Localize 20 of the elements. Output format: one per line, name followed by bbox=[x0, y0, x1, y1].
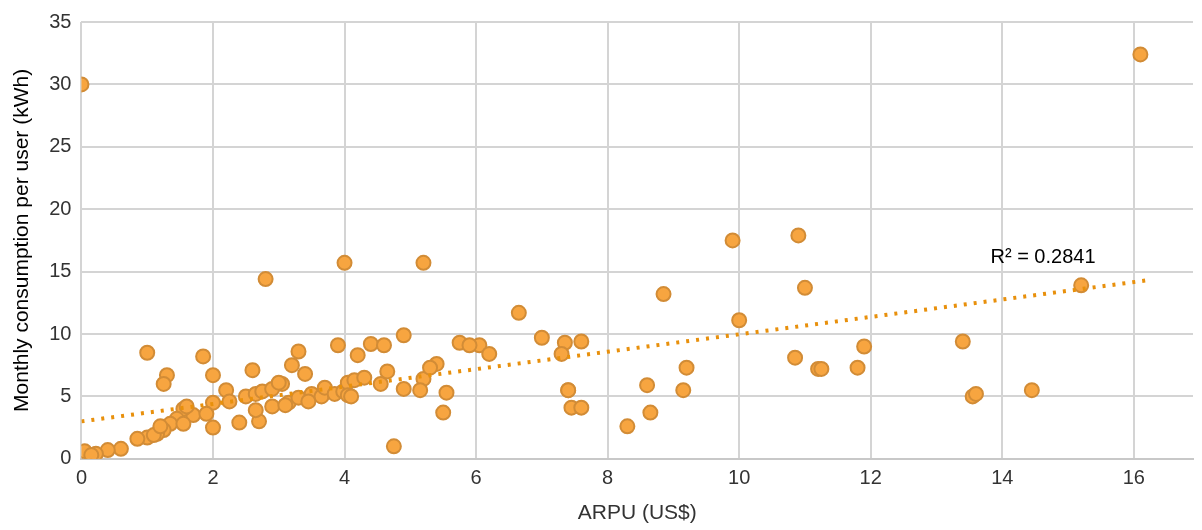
y-tick-label: 35 bbox=[49, 9, 72, 32]
x-tick-label: 8 bbox=[602, 466, 614, 489]
x-tick-label: 4 bbox=[338, 466, 351, 489]
y-tick-label: 30 bbox=[49, 71, 72, 94]
x-tick-label: 6 bbox=[470, 466, 482, 489]
x-tick-label: 0 bbox=[75, 466, 88, 489]
y-tick-label: 20 bbox=[49, 196, 72, 219]
y-tick-label: 15 bbox=[49, 259, 72, 282]
x-axis-title: ARPU (US$) bbox=[577, 500, 697, 524]
y-tick-label: 10 bbox=[49, 321, 72, 344]
x-tick-label: 14 bbox=[991, 466, 1014, 489]
y-tick-label: 0 bbox=[60, 446, 72, 469]
x-tick-label: 16 bbox=[1122, 466, 1145, 489]
x-tick-label: 10 bbox=[728, 466, 751, 489]
y-axis-title: Monthly consumption per user (kWh) bbox=[9, 68, 33, 412]
y-tick-label: 5 bbox=[60, 383, 72, 406]
annotation: R² = 0.2841 bbox=[990, 245, 1096, 268]
x-tick-label: 12 bbox=[859, 466, 882, 489]
x-tick-label: 2 bbox=[207, 466, 219, 489]
y-tick-label: 25 bbox=[49, 134, 72, 157]
